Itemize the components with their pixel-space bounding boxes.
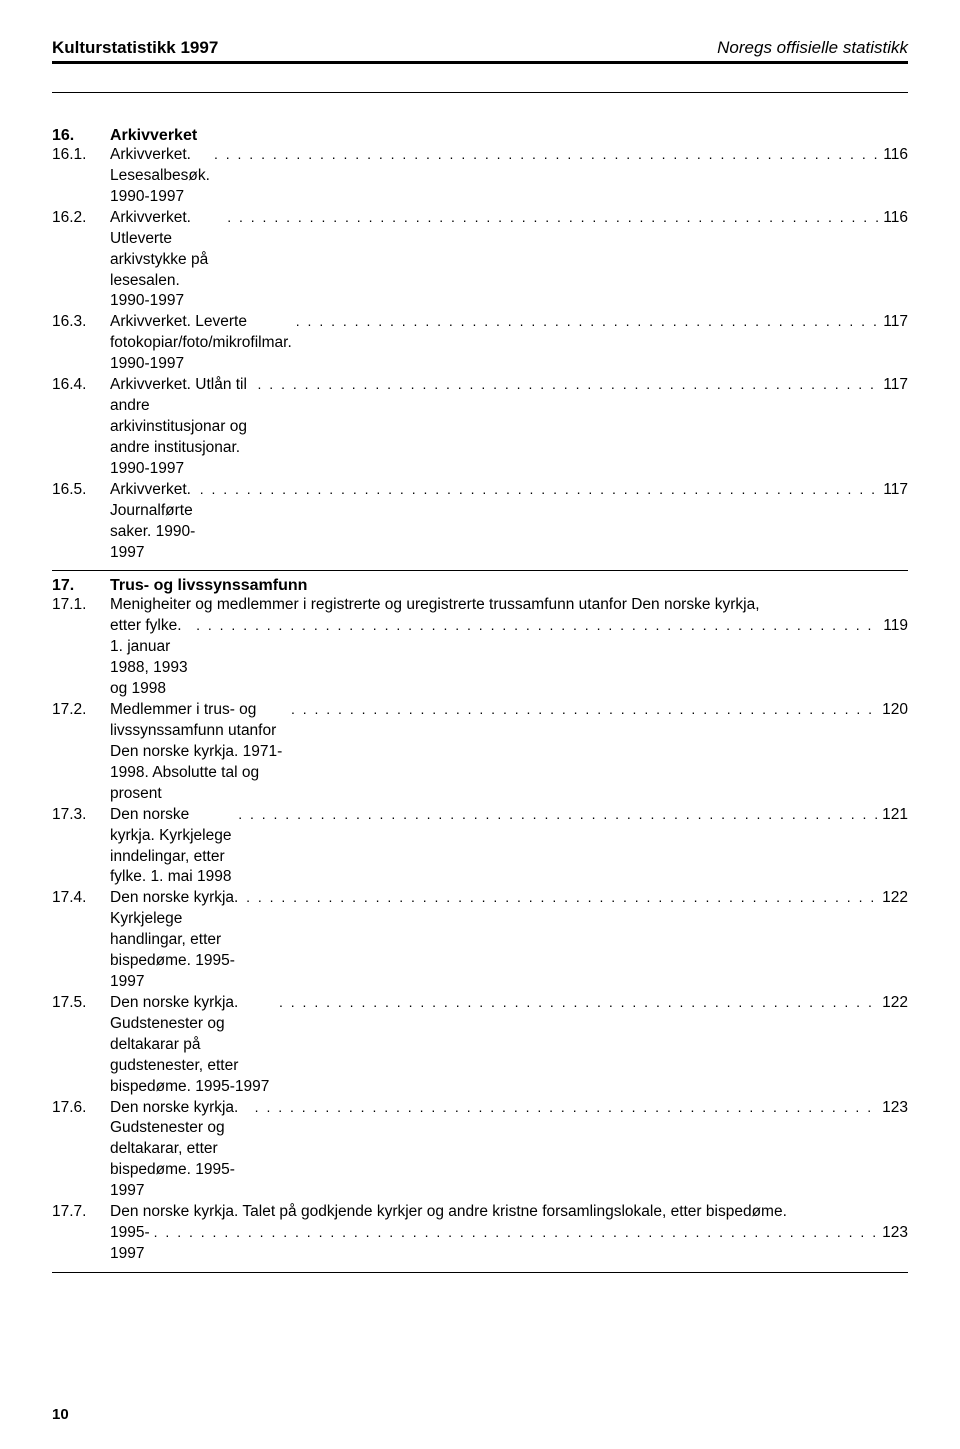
toc-entry-page: 117 <box>879 312 908 333</box>
toc-dots: . . . . . . . . . . . . . . . . . . . . … <box>234 805 878 824</box>
toc-entry-page: 117 <box>879 480 908 501</box>
toc-dots: . . . . . . . . . . . . . . . . . . . . … <box>192 616 879 635</box>
toc-dots: . . . . . . . . . . . . . . . . . . . . … <box>251 1098 878 1117</box>
toc-entry-num: 17.7. <box>52 1202 110 1223</box>
toc-dots: . . . . . . . . . . . . . . . . . . . . … <box>287 700 878 719</box>
toc-entry-page: 119 <box>879 616 908 637</box>
page-number: 10 <box>52 1406 69 1423</box>
toc-entry: 17.4. Den norske kyrkja. Kyrkjelege hand… <box>52 888 908 993</box>
toc-entry-label-line2-row: 1995-1997 . . . . . . . . . . . . . . . … <box>110 1223 908 1265</box>
toc-entry-num: 17.3. <box>52 805 110 826</box>
section-16-num: 16. <box>52 127 110 145</box>
toc-dots: . . . . . . . . . . . . . . . . . . . . … <box>242 888 878 907</box>
toc-entry-page: 116 <box>879 208 908 229</box>
toc-entry: 17.7. Den norske kyrkja. Talet på godkje… <box>52 1202 908 1265</box>
toc-entry-label: Arkivverket. Lesesalbesøk. 1990-1997 <box>110 145 210 208</box>
toc-entry-num: 16.5. <box>52 480 110 501</box>
toc-entry-num: 17.2. <box>52 700 110 721</box>
toc-entry-num: 16.3. <box>52 312 110 333</box>
toc-entry: 16.5. Arkivverket. Journalførte saker. 1… <box>52 480 908 564</box>
toc-dots: . . . . . . . . . . . . . . . . . . . . … <box>210 145 879 164</box>
toc-dots: . . . . . . . . . . . . . . . . . . . . … <box>196 480 880 499</box>
toc-entry-page: 122 <box>878 993 908 1014</box>
header-right: Noregs offisielle statistikk <box>717 38 908 58</box>
toc-block-17: 17. Trus- og livssynssamfunn 17.1. Menig… <box>52 571 908 1273</box>
toc-entry: 16.2. Arkivverket. Utleverte arkivstykke… <box>52 208 908 313</box>
toc-entry-label: Arkivverket. Journalførte saker. 1990-19… <box>110 480 196 564</box>
toc-entry-label: Arkivverket. Utlån til andre arkivinstit… <box>110 375 254 480</box>
toc-entry-label-line1: Den norske kyrkja. Talet på godkjende ky… <box>110 1202 908 1223</box>
toc-entry-label: Arkivverket. Leverte fotokopiar/foto/mik… <box>110 312 292 375</box>
toc-entry-page: 117 <box>879 375 908 396</box>
page-header: Kulturstatistikk 1997 Noregs offisielle … <box>52 38 908 64</box>
toc-entry-num: 17.5. <box>52 993 110 1014</box>
toc-dots: . . . . . . . . . . . . . . . . . . . . … <box>254 375 880 394</box>
toc-entry-label: Den norske kyrkja. Kyrkjelege inndelinga… <box>110 805 234 889</box>
section-16-title: Arkivverket <box>110 127 197 145</box>
toc-entry-num: 17.6. <box>52 1098 110 1119</box>
toc-entry-label: Arkivverket. Utleverte arkivstykke på le… <box>110 208 223 313</box>
toc-entry-num: 17.4. <box>52 888 110 909</box>
toc-entry: 16.4. Arkivverket. Utlån til andre arkiv… <box>52 375 908 480</box>
toc-entry: 17.1. Menigheiter og medlemmer i registr… <box>52 595 908 700</box>
toc-entry-label: Medlemmer i trus- og livssynssamfunn uta… <box>110 700 287 805</box>
toc-entry-num: 16.1. <box>52 145 110 166</box>
toc-entry-page: 123 <box>878 1098 908 1119</box>
toc-entry-page: 121 <box>878 805 908 826</box>
toc-entry-multiline: Menigheiter og medlemmer i registrerte o… <box>110 595 908 700</box>
toc-entry-page: 123 <box>878 1223 908 1244</box>
toc-entry-label: Den norske kyrkja. Kyrkjelege handlingar… <box>110 888 242 993</box>
toc-dots: . . . . . . . . . . . . . . . . . . . . … <box>150 1223 878 1242</box>
toc-entry-label: Den norske kyrkja. Gudstenester og delta… <box>110 993 275 1098</box>
toc-entry: 17.6. Den norske kyrkja. Gudstenester og… <box>52 1098 908 1203</box>
toc-entry-page: 122 <box>878 888 908 909</box>
toc-entry-num: 16.2. <box>52 208 110 229</box>
toc-entry-num: 17.1. <box>52 595 110 616</box>
section-17-title-row: 17. Trus- og livssynssamfunn <box>52 577 908 595</box>
section-17-title: Trus- og livssynssamfunn <box>110 577 307 595</box>
toc-entry: 16.3. Arkivverket. Leverte fotokopiar/fo… <box>52 312 908 375</box>
toc-dots: . . . . . . . . . . . . . . . . . . . . … <box>223 208 879 227</box>
section-16-title-row: 16. Arkivverket <box>52 127 908 145</box>
toc-entry-label-line2: 1995-1997 <box>110 1223 150 1265</box>
toc-entry-num: 16.4. <box>52 375 110 396</box>
toc-entry-label-line2: etter fylke. 1. januar 1988, 1993 og 199… <box>110 616 192 700</box>
toc-entry: 17.3. Den norske kyrkja. Kyrkjelege innd… <box>52 805 908 889</box>
toc-dots: . . . . . . . . . . . . . . . . . . . . … <box>292 312 880 331</box>
toc-entry-page: 116 <box>879 145 908 166</box>
page-container: Kulturstatistikk 1997 Noregs offisielle … <box>0 0 960 1273</box>
toc-entry-page: 120 <box>878 700 908 721</box>
header-left: Kulturstatistikk 1997 <box>52 38 218 58</box>
toc-entry: 16.1. Arkivverket. Lesesalbesøk. 1990-19… <box>52 145 908 208</box>
toc-entry-multiline: Den norske kyrkja. Talet på godkjende ky… <box>110 1202 908 1265</box>
toc-entry-label: Den norske kyrkja. Gudstenester og delta… <box>110 1098 251 1203</box>
toc-entry-label-line2-row: etter fylke. 1. januar 1988, 1993 og 199… <box>110 616 908 700</box>
toc-dots: . . . . . . . . . . . . . . . . . . . . … <box>275 993 878 1012</box>
toc-entry-label-line1: Menigheiter og medlemmer i registrerte o… <box>110 595 908 616</box>
section-17-num: 17. <box>52 577 110 595</box>
toc-block-16: 16. Arkivverket 16.1. Arkivverket. Leses… <box>52 92 908 571</box>
toc-entry: 17.2. Medlemmer i trus- og livssynssamfu… <box>52 700 908 805</box>
toc-entry: 17.5. Den norske kyrkja. Gudstenester og… <box>52 993 908 1098</box>
